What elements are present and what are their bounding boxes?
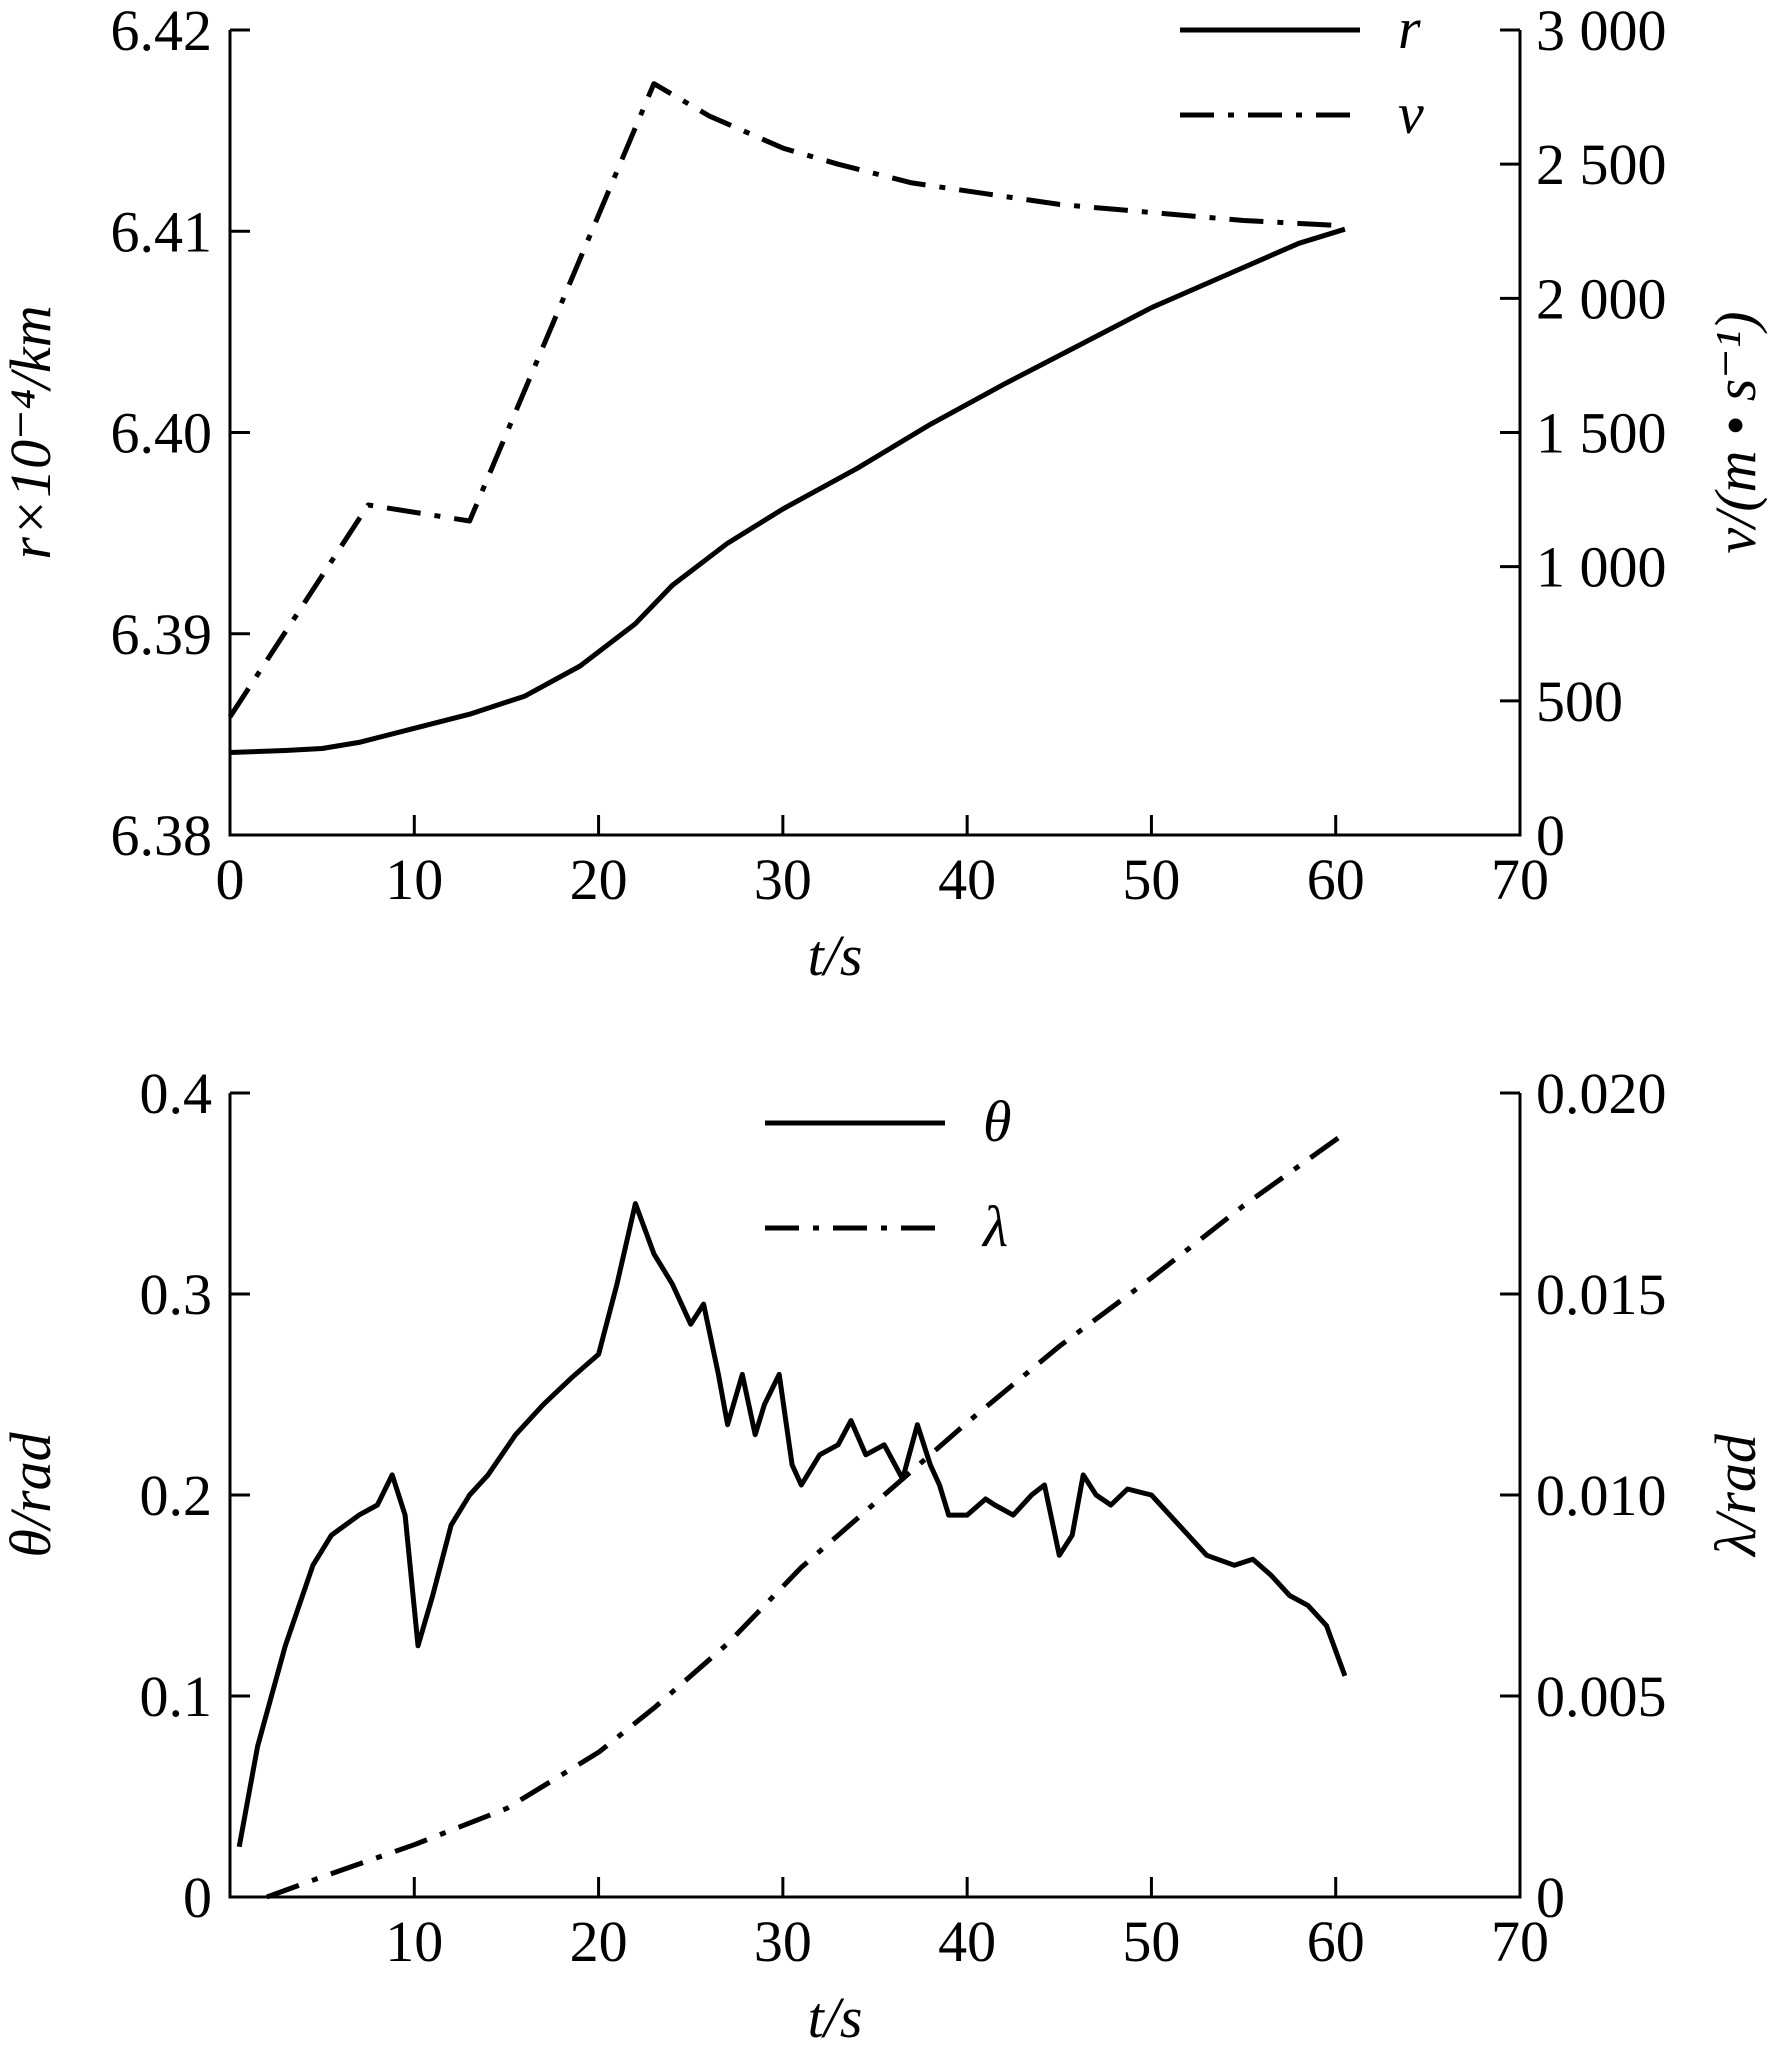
y-right-tick-label: 0.020 [1536,1061,1667,1126]
legend-label-θ: θ [983,1089,1012,1154]
chart-panel-1: 0 10 20 30 40 50 60 70 6.38 6.39 6.40 6.41 6.42 0 500 1… [0,0,1768,988]
y-left-tick-label: 6.42 [111,0,213,63]
legend-label-v: v [1398,81,1424,146]
x-tick-label: 30 [754,1909,812,1974]
x-tick-label: 70 [1491,1909,1549,1974]
x-tick-label: 70 [1491,847,1549,912]
y-right-tick-label: 2 000 [1536,266,1667,331]
y-right-tick-label: 0.005 [1536,1664,1667,1729]
x-axis-title: t/s [808,1985,863,2049]
y-right-tick-label: 2 500 [1536,132,1667,197]
series-line-θ [236,1201,1348,1848]
y-left-tick-label: 0.3 [140,1262,213,1327]
x-tick-label: 20 [570,847,628,912]
axis-frame [228,1093,1522,1899]
x-tick-label: 30 [754,847,812,912]
x-tick-label: 40 [938,847,996,912]
y-right-axis-title: λ/rad [1703,1433,1768,1558]
y-right-axis-title: v/(m • s⁻¹) [1703,311,1768,553]
y-left-tick-label: 0.1 [140,1664,213,1729]
y-left-tick-label: 6.39 [111,602,213,667]
y-right-tick-label: 3 000 [1536,0,1667,63]
y-right-tick-label: 1 500 [1536,401,1667,466]
y-left-axis-title: θ/rad [0,1431,63,1557]
legend-label-λ: λ [981,1194,1008,1259]
y-right-tick-label: 1 000 [1536,535,1667,600]
series-line-λ [266,1131,1347,1900]
x-tick-label: 60 [1307,1909,1365,1974]
series-line-r [229,226,1346,755]
y-left-tick-label: 6.40 [111,401,213,466]
y-left-tick-label: 6.38 [111,803,213,868]
legend-label-r: r [1398,0,1421,61]
axis-frame [228,30,1522,837]
x-tick-label: 0 [216,847,245,912]
y-left-tick-label: 0.4 [140,1061,213,1126]
y-left-tick-label: 0 [183,1865,212,1930]
x-tick-label: 50 [1122,1909,1180,1974]
x-tick-label: 20 [570,1909,628,1974]
y-right-tick-label: 0 [1536,803,1565,868]
x-tick-label: 10 [385,1909,443,1974]
y-left-axis-title: r×10⁻⁴/km [0,305,63,559]
y-right-tick-label: 500 [1536,669,1623,734]
chart-panel-2: 10 20 30 40 50 60 7000.10.20.30.400.0050.0100.… [0,1061,1768,2049]
y-right-tick-label: 0 [1536,1865,1565,1930]
y-right-tick-label: 0.015 [1536,1262,1667,1327]
y-right-tick-label: 0.010 [1536,1463,1667,1528]
x-tick-label: 10 [385,847,443,912]
series-line-v [227,81,1346,719]
x-tick-label: 40 [938,1909,996,1974]
y-left-tick-label: 0.2 [140,1463,213,1528]
x-axis-title: t/s [808,923,863,988]
x-tick-label: 60 [1307,847,1365,912]
y-left-tick-label: 6.41 [111,199,213,264]
x-tick-label: 50 [1122,847,1180,912]
